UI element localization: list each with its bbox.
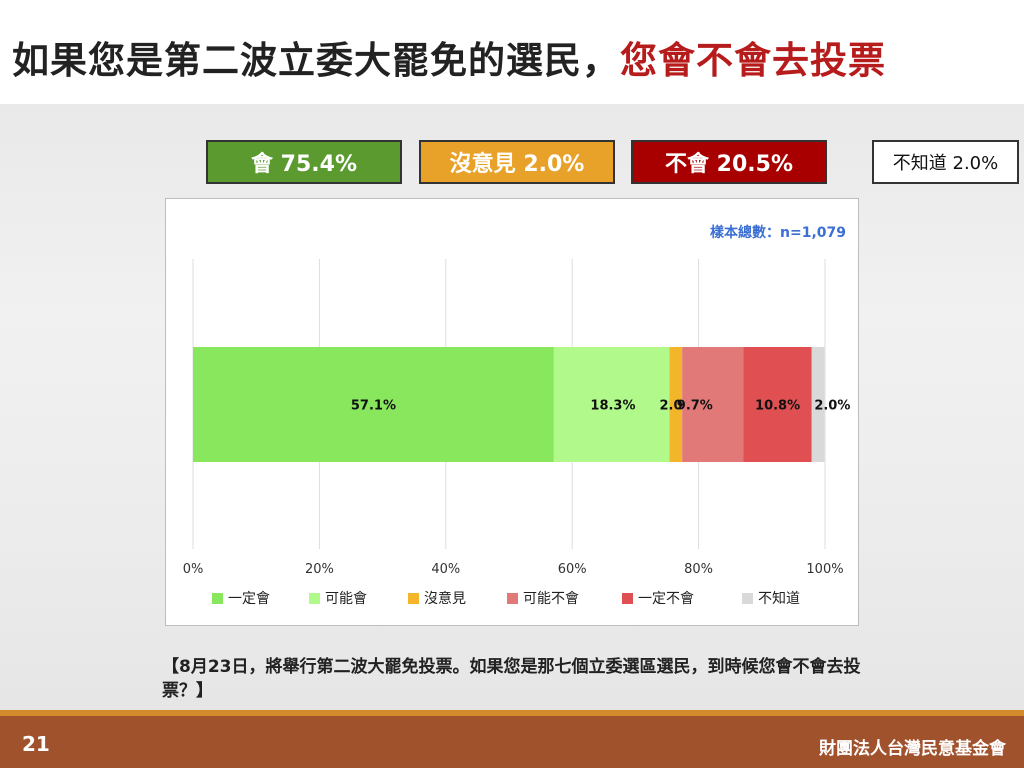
x-tick-label: 60% (558, 562, 587, 577)
data-label-1: 57.1% (351, 399, 396, 414)
bar-segment-6 (811, 347, 825, 462)
summary-no-box: 不會 20.5% (631, 140, 827, 184)
data-label-2: 18.3% (590, 399, 635, 414)
x-tick-label: 80% (684, 562, 713, 577)
stacked-bar-chart: 樣本總數：n=1,079 0% 20% 40% 60% 80% 100% 57.1% 18.3%… (183, 224, 851, 607)
summary-neutral-box: 沒意見 2.0% (419, 140, 615, 184)
legend-swatch-3 (408, 593, 419, 604)
question-text: 【8月23日，將舉行第二波大罷免投票。如果您是那七個立委選區選民，到時候您會不會… (162, 657, 861, 701)
bar-segment-1 (193, 347, 554, 462)
bar-segment-3 (669, 347, 683, 462)
data-label-5: 10.8% (755, 399, 800, 414)
legend-label-5: 一定不會 (638, 591, 694, 607)
data-label-4: 9.7% (677, 399, 713, 414)
data-label-6: 2.0% (814, 399, 850, 414)
legend-label-4: 可能不會 (523, 591, 579, 607)
x-tick-label: 0% (183, 562, 204, 577)
x-tick-label: 40% (431, 562, 460, 577)
page-number: 21 (22, 732, 50, 756)
title-prefix: 如果您是第二波立委大罷免的選民， (12, 39, 620, 82)
footer-bar: 21 財團法人台灣民意基金會 (0, 710, 1024, 768)
legend-label-2: 可能會 (325, 591, 367, 607)
legend-swatch-4 (507, 593, 518, 604)
legend-swatch-5 (622, 593, 633, 604)
legend-label-1: 一定會 (228, 591, 270, 607)
bar-segment-5 (743, 347, 812, 462)
organization-name: 財團法人台灣民意基金會 (819, 739, 1006, 759)
chart-card: 樣本總數：n=1,079 0% 20% 40% 60% 80% 100% 57.1% 18.3%… (165, 198, 859, 626)
title-highlight: 您會不會去投票 (620, 39, 886, 82)
bar-segment-2 (553, 347, 670, 462)
legend-swatch-1 (212, 593, 223, 604)
sample-size-note: 樣本總數：n=1,079 (710, 224, 846, 241)
title-bar: 如果您是第二波立委大罷免的選民，您會不會去投票 (0, 0, 1024, 104)
slide-title: 如果您是第二波立委大罷免的選民，您會不會去投票 (12, 30, 886, 84)
summary-unknown-box: 不知道 2.0% (872, 140, 1019, 184)
x-tick-label: 20% (305, 562, 334, 577)
legend-swatch-2 (309, 593, 320, 604)
legend-swatch-6 (742, 593, 753, 604)
legend-label-3: 沒意見 (424, 590, 466, 607)
x-tick-label: 100% (806, 562, 843, 577)
legend-label-6: 不知道 (758, 590, 800, 607)
bar-segment-4 (682, 347, 744, 462)
summary-yes-box: 會 75.4% (206, 140, 402, 184)
